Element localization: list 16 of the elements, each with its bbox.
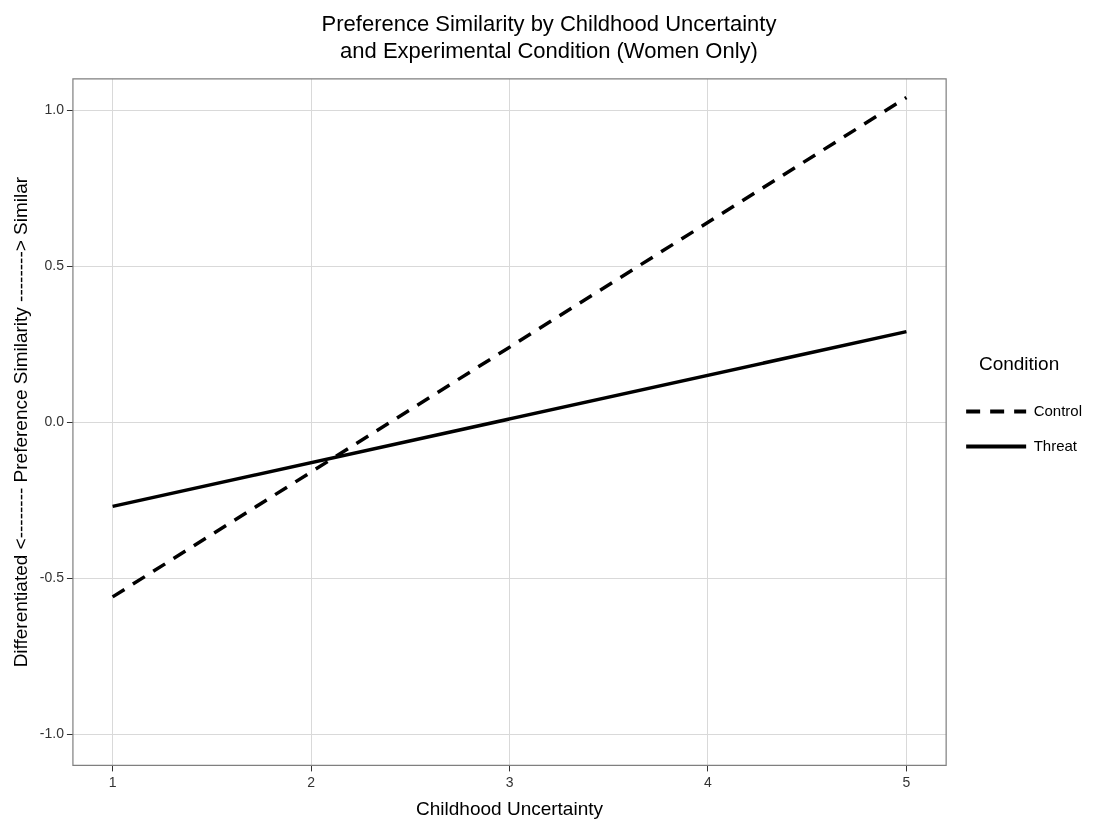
- x-axis-title: Childhood Uncertainty: [416, 797, 604, 819]
- x-tick-label: 1: [108, 773, 117, 790]
- x-tick-label: 3: [505, 773, 514, 790]
- legend-label: Threat: [1033, 436, 1078, 454]
- x-tick-label: 4: [704, 773, 713, 790]
- legend-label: Control: [1033, 401, 1082, 419]
- legend-title: Condition: [978, 352, 1060, 374]
- y-tick-label: -1.0: [39, 725, 65, 742]
- y-tick-label: 0.5: [44, 256, 65, 273]
- y-tick-label: 1.0: [44, 100, 65, 117]
- y-tick-label: -0.5: [39, 569, 65, 585]
- x-tick-label: 5: [902, 773, 911, 790]
- x-tick-label: 2: [307, 773, 316, 790]
- chart-title: Preference Similarity by Childhood Uncertainty and Experimental Condition (Women Only): [321, 11, 777, 63]
- y-tick-label: 0.0: [44, 412, 65, 429]
- y-axis-title: Differentiated <-------- Preference Similarity --------> Similar: [9, 176, 31, 668]
